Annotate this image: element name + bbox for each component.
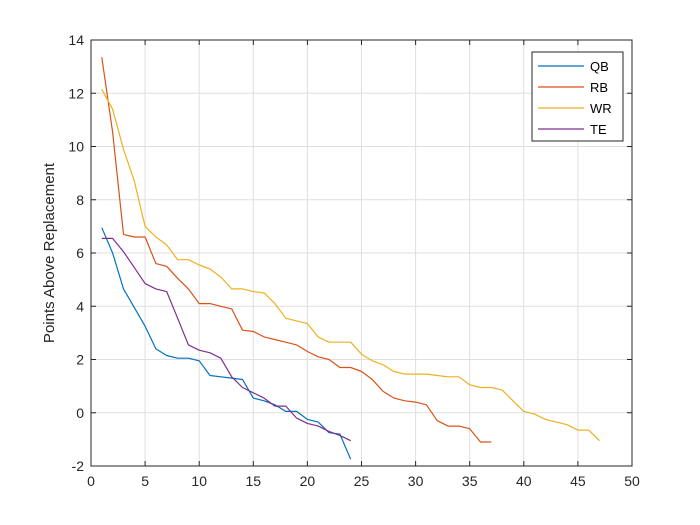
- x-tick-label: 0: [87, 473, 95, 489]
- series-line-qb: [101, 227, 352, 460]
- x-tick-label: 35: [462, 473, 478, 489]
- series-lines: [101, 57, 600, 460]
- y-tick-label: 12: [68, 85, 84, 101]
- x-tick-labels: 0 5 10 15 20 25 30 35 40 45 50: [87, 473, 640, 489]
- legend-label-wr: WR: [590, 101, 612, 116]
- y-tick-label: 10: [68, 139, 84, 155]
- y-tick-labels: -2 0 2 4 6 8 10 12 14: [68, 32, 84, 474]
- x-tick-label: 10: [191, 473, 207, 489]
- y-tick-label: 4: [76, 298, 84, 314]
- legend-box: [531, 51, 624, 142]
- legend-label-qb: QB: [590, 59, 609, 74]
- x-tick-label: 25: [354, 473, 370, 489]
- y-axis-label: Points Above Replacement: [41, 162, 58, 343]
- series-line-te: [101, 237, 351, 442]
- series-line-rb: [101, 57, 492, 443]
- x-tick-label: 45: [570, 473, 586, 489]
- legend-label-rb: RB: [590, 80, 608, 95]
- x-tick-label: 15: [246, 473, 262, 489]
- y-tick-label: 2: [76, 352, 84, 368]
- series-line-wr: [101, 89, 600, 442]
- x-tick-label: 30: [408, 473, 424, 489]
- y-tick-label: 8: [76, 192, 84, 208]
- y-tick-label: 0: [76, 405, 84, 421]
- x-tick-label: 40: [516, 473, 532, 489]
- legend: QB RB WR TE: [531, 51, 624, 142]
- y-tick-label: 6: [76, 245, 84, 261]
- y-tick-label: 14: [68, 32, 84, 48]
- x-tick-label: 5: [141, 473, 149, 489]
- y-tick-label: -2: [72, 458, 85, 474]
- legend-label-te: TE: [590, 122, 607, 137]
- x-tick-label: 20: [300, 473, 316, 489]
- x-tick-label: 50: [624, 473, 640, 489]
- axis-ticks: [90, 39, 633, 467]
